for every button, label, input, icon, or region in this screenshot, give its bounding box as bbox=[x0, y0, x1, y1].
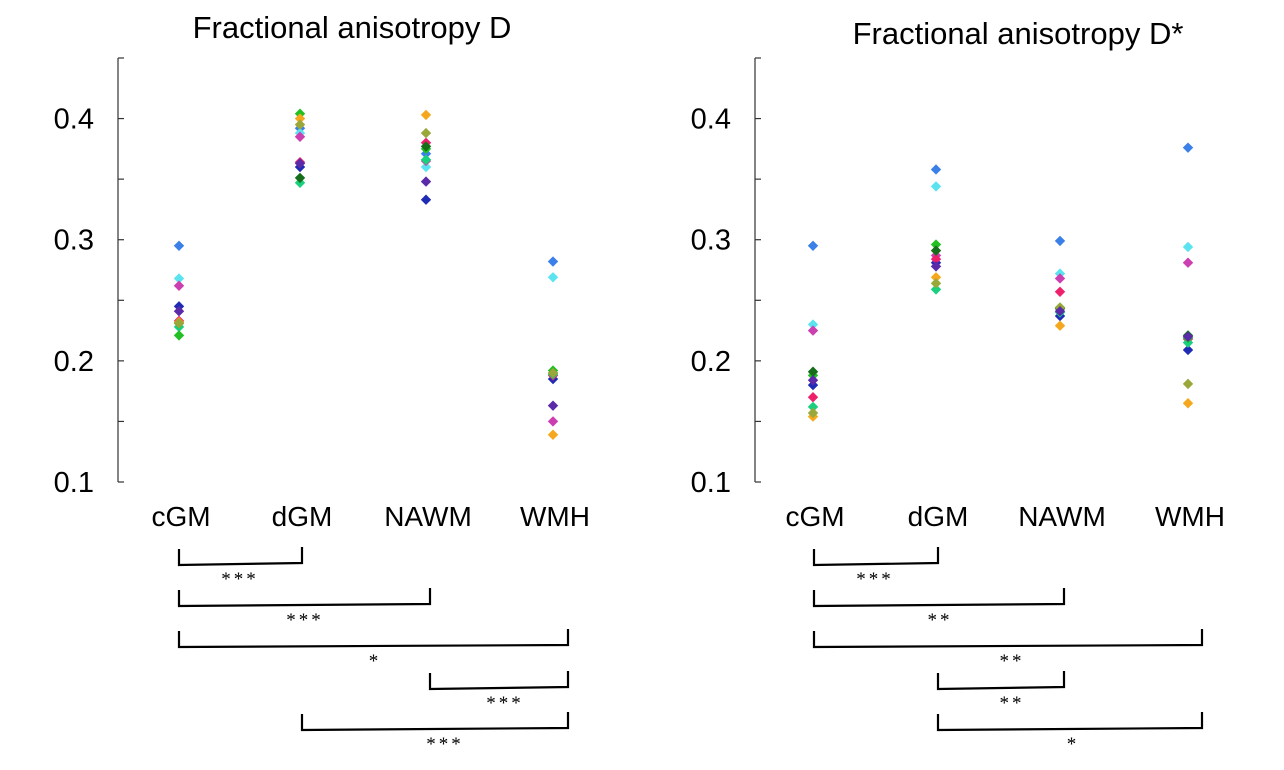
significance-label: * bbox=[1067, 734, 1080, 755]
data-point bbox=[807, 401, 819, 413]
x-tick-label: cGM bbox=[785, 501, 844, 532]
significance-bracket bbox=[812, 547, 940, 567]
data-point bbox=[1182, 331, 1194, 342]
data-point bbox=[930, 272, 942, 283]
data-point bbox=[173, 280, 185, 291]
significance-bracket bbox=[812, 629, 1204, 649]
significance-bracket bbox=[812, 588, 1066, 608]
data-point bbox=[930, 245, 942, 256]
data-point bbox=[930, 261, 942, 272]
significance-label: ** bbox=[928, 610, 953, 631]
data-point bbox=[547, 429, 559, 440]
data-point bbox=[930, 284, 942, 295]
significance-label: ** bbox=[1000, 693, 1025, 714]
data-point bbox=[807, 325, 819, 336]
data-point bbox=[173, 330, 185, 341]
x-tick-label: WMH bbox=[520, 501, 590, 532]
data-point bbox=[420, 161, 432, 173]
data-point bbox=[930, 253, 942, 265]
data-point bbox=[547, 367, 559, 379]
data-point bbox=[547, 272, 559, 283]
chart-panel-2: Fractional anisotropy D* 0.1 0.2 0.3 0.4 cGM d… bbox=[691, 16, 1225, 755]
data-point bbox=[173, 240, 185, 251]
data-point bbox=[294, 113, 306, 124]
data-point bbox=[420, 176, 432, 187]
data-point bbox=[1054, 273, 1066, 284]
data-point bbox=[807, 375, 819, 386]
significance-bracket bbox=[300, 712, 570, 732]
significance-bracket bbox=[177, 547, 304, 567]
y-tick-label: 0.1 bbox=[54, 467, 94, 499]
chart-panel-1: Fractional anisotropy D 0.1 0.2 0.3 0.4 cGM dG… bbox=[54, 10, 590, 755]
data-point bbox=[1054, 235, 1066, 247]
data-point bbox=[294, 131, 306, 142]
x-tick-label: dGM bbox=[272, 501, 333, 532]
data-point bbox=[294, 158, 306, 169]
data-point bbox=[930, 164, 942, 175]
data-point bbox=[807, 392, 819, 403]
data-point bbox=[930, 181, 942, 192]
data-point bbox=[173, 273, 185, 284]
y-tick-label: 0.4 bbox=[54, 104, 94, 136]
significance-label: *** bbox=[286, 610, 324, 631]
y-tick-label: 0.1 bbox=[691, 467, 731, 499]
data-point bbox=[420, 127, 432, 139]
y-tick-label: 0.2 bbox=[691, 346, 731, 378]
y-tick-label: 0.4 bbox=[691, 104, 731, 136]
data-point bbox=[1182, 142, 1194, 153]
data-point bbox=[547, 416, 559, 427]
x-tick-label: NAWM bbox=[1018, 501, 1106, 532]
data-point bbox=[294, 119, 306, 130]
data-point bbox=[1054, 286, 1066, 298]
data-point bbox=[420, 109, 432, 121]
data-point bbox=[294, 172, 306, 184]
y-tick-label: 0.2 bbox=[54, 346, 94, 378]
data-point bbox=[1054, 320, 1066, 331]
data-point bbox=[420, 141, 432, 152]
data-point bbox=[420, 194, 432, 205]
chart-title: Fractional anisotropy D* bbox=[853, 16, 1184, 51]
data-point bbox=[807, 407, 819, 419]
significance-label: *** bbox=[856, 569, 894, 590]
x-tick-label: cGM bbox=[151, 501, 210, 532]
data-point bbox=[807, 366, 819, 377]
significance-label: *** bbox=[221, 569, 259, 590]
data-point bbox=[930, 278, 942, 289]
data-point bbox=[1182, 241, 1194, 253]
x-tick-label: NAWM bbox=[384, 501, 472, 532]
data-point bbox=[1182, 378, 1194, 390]
significance-bracket bbox=[936, 712, 1204, 732]
data-point bbox=[547, 400, 559, 411]
significance-bracket bbox=[428, 671, 570, 691]
data-point bbox=[547, 256, 559, 267]
significance-bracket bbox=[177, 629, 570, 649]
significance-bracket bbox=[936, 671, 1066, 691]
y-tick-label: 0.3 bbox=[54, 225, 94, 257]
data-point bbox=[173, 305, 185, 317]
significance-label: *** bbox=[426, 734, 464, 755]
y-tick-label: 0.3 bbox=[691, 225, 731, 257]
x-tick-label: dGM bbox=[908, 501, 969, 532]
significance-label: ** bbox=[1000, 651, 1025, 672]
data-point bbox=[930, 239, 942, 250]
data-point bbox=[1182, 257, 1194, 268]
data-point bbox=[807, 319, 819, 330]
chart-title: Fractional anisotropy D bbox=[193, 10, 512, 45]
x-tick-label: WMH bbox=[1155, 501, 1225, 532]
data-point bbox=[1182, 344, 1194, 356]
data-point bbox=[1182, 398, 1194, 409]
data-point bbox=[420, 154, 432, 165]
significance-label: *** bbox=[486, 693, 524, 714]
significance-bracket bbox=[177, 588, 432, 608]
data-point bbox=[1054, 305, 1066, 317]
significance-label: * bbox=[369, 651, 382, 672]
data-point bbox=[807, 240, 819, 251]
data-point bbox=[173, 318, 185, 329]
